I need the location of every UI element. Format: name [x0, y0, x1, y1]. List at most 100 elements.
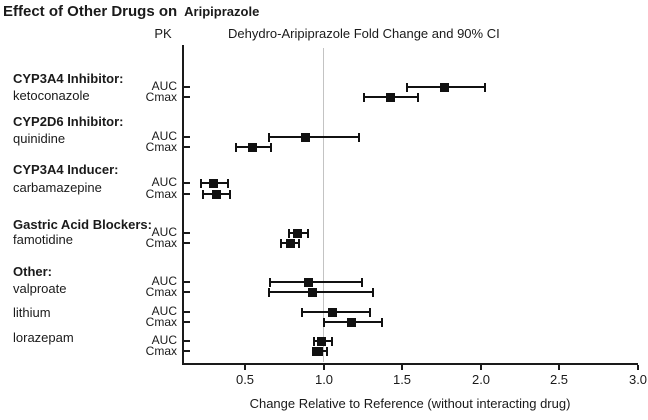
- y-tick: [184, 146, 190, 148]
- x-tick: [244, 365, 246, 370]
- point-estimate: [286, 239, 295, 248]
- point-estimate: [248, 143, 257, 152]
- y-tick: [184, 232, 190, 234]
- ci-cap-low: [202, 190, 204, 199]
- x-tick: [401, 365, 403, 370]
- x-tick: [637, 365, 639, 370]
- group-label: CYP2D6 Inhibitor:: [13, 114, 124, 129]
- pk-row-label-cmax: Cmax: [145, 90, 177, 104]
- pk-row-label-cmax: Cmax: [145, 315, 177, 329]
- ci-cap-low: [268, 288, 270, 297]
- ci-cap-high: [361, 278, 363, 287]
- ci-cap-high: [358, 132, 360, 142]
- x-tick: [558, 365, 560, 370]
- drug-label: carbamazepine: [13, 180, 102, 195]
- ci-cap-low: [288, 229, 290, 238]
- y-tick: [184, 135, 190, 138]
- point-estimate: [314, 347, 323, 356]
- ci-cap-low: [312, 347, 314, 356]
- point-estimate: [301, 132, 310, 142]
- pk-row-label-cmax: Cmax: [145, 236, 177, 250]
- x-tick-label: 3.0: [628, 372, 648, 387]
- ci-cap-low: [406, 83, 408, 92]
- y-tick: [184, 311, 190, 313]
- ci-cap-high: [369, 308, 371, 317]
- pk-column-header: PK: [154, 26, 172, 41]
- x-axis-label: Change Relative to Reference (without in…: [249, 396, 571, 411]
- y-tick: [184, 321, 190, 323]
- x-tick: [480, 365, 482, 370]
- point-estimate: [212, 190, 221, 199]
- point-estimate: [328, 308, 337, 317]
- pk-row-label-auc: AUC: [151, 274, 177, 288]
- ci-cap-high: [484, 83, 486, 92]
- point-estimate: [293, 229, 302, 238]
- ci-cap-low: [323, 318, 325, 327]
- y-tick: [184, 350, 190, 352]
- ci-cap-high: [307, 229, 309, 238]
- ci-cap-high: [227, 179, 229, 188]
- ci-cap-high: [298, 239, 300, 248]
- pk-row-label-cmax: Cmax: [145, 140, 177, 154]
- x-tick-label: 2.5: [549, 372, 569, 387]
- chart-title: Effect of Other Drugs on Aripiprazole: [3, 3, 259, 20]
- ci-cap-low: [313, 337, 315, 346]
- y-axis: [182, 45, 184, 363]
- pk-row-label-auc: AUC: [151, 333, 177, 347]
- drug-label: lithium: [13, 305, 51, 320]
- error-bar: [268, 291, 373, 293]
- group-label: Other:: [13, 264, 52, 279]
- ci-cap-high: [326, 347, 328, 356]
- point-estimate: [317, 337, 326, 346]
- point-estimate: [386, 93, 395, 102]
- x-tick: [323, 365, 325, 370]
- ci-cap-low: [363, 93, 365, 102]
- pk-row-label-auc: AUC: [151, 304, 177, 318]
- reference-line: [323, 48, 324, 362]
- pk-row-label-auc: AUC: [151, 79, 177, 93]
- group-label: CYP3A4 Inducer:: [13, 162, 119, 177]
- drug-label: famotidine: [13, 232, 73, 247]
- y-tick: [184, 182, 190, 184]
- point-estimate: [209, 179, 218, 188]
- y-tick: [184, 242, 190, 244]
- ci-cap-high: [270, 143, 272, 152]
- pk-row-label-cmax: Cmax: [145, 285, 177, 299]
- ci-cap-low: [269, 278, 271, 287]
- group-label: CYP3A4 Inhibitor:: [13, 71, 124, 86]
- ci-cap-low: [301, 308, 303, 317]
- x-tick-label: 0.5: [235, 372, 255, 387]
- y-tick: [184, 281, 190, 283]
- chart-title-main: Effect of Other Drugs on: [3, 3, 178, 20]
- pk-row-label-cmax: Cmax: [145, 344, 177, 358]
- ci-cap-high: [331, 337, 333, 346]
- ci-cap-low: [280, 239, 282, 248]
- point-estimate: [347, 318, 356, 327]
- pk-row-label-auc: AUC: [151, 225, 177, 239]
- ci-cap-high: [229, 190, 231, 199]
- pk-row-label-auc: AUC: [151, 128, 177, 143]
- ci-cap-high: [372, 288, 374, 297]
- y-tick: [184, 340, 190, 342]
- x-tick-label: 1.0: [314, 372, 334, 387]
- x-axis: [182, 363, 638, 365]
- x-tick-label: 2.0: [471, 372, 491, 387]
- ci-cap-low: [235, 143, 237, 152]
- group-label: Gastric Acid Blockers:: [13, 217, 152, 232]
- error-bar: [268, 135, 359, 138]
- drug-label: ketoconazole: [13, 88, 90, 103]
- y-tick: [184, 291, 190, 293]
- drug-label: quinidine: [13, 131, 66, 146]
- y-tick: [184, 96, 190, 98]
- ci-cap-high: [381, 318, 383, 327]
- drug-label: lorazepam: [13, 330, 74, 345]
- pk-row-label-cmax: Cmax: [145, 187, 177, 201]
- value-column-header: Dehydro-Aripiprazole Fold Change and 90%…: [228, 26, 500, 41]
- pk-row-label-auc: AUC: [151, 175, 177, 189]
- point-estimate: [440, 83, 449, 92]
- point-estimate: [304, 278, 313, 287]
- drug-label: valproate: [13, 281, 67, 296]
- ci-cap-low: [268, 132, 270, 142]
- ci-cap-high: [417, 93, 419, 102]
